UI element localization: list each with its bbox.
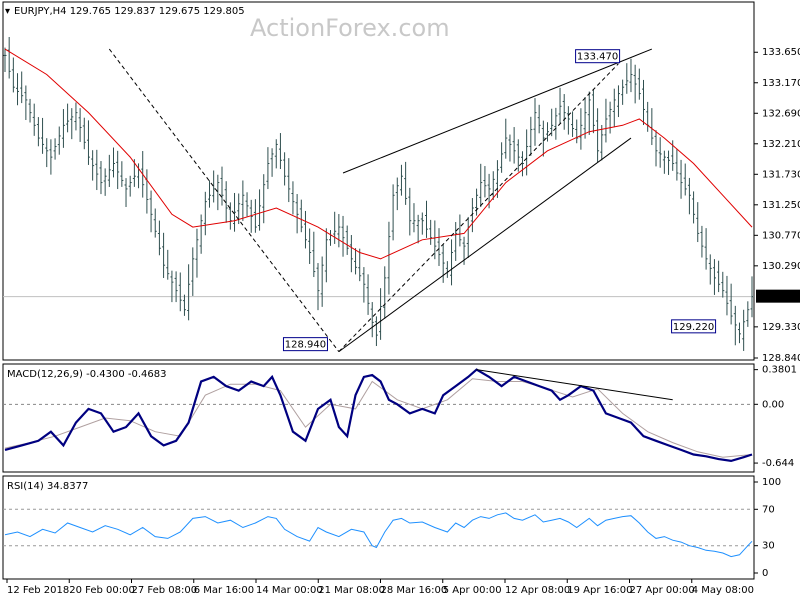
trendline	[342, 48, 653, 174]
x-tick-label: 5 Apr 00:00	[443, 585, 502, 596]
watermark: ActionForex.com	[250, 14, 450, 42]
trendline	[338, 137, 632, 353]
y-tick-label: 130.770	[762, 230, 800, 241]
y-tick-label: 133.650	[762, 47, 800, 58]
price-annotation-box	[575, 49, 621, 64]
macd-title: MACD(12,26,9) -0.4300 -0.4683	[7, 369, 167, 380]
x-tick-label: 20 Feb 00:00	[69, 585, 135, 596]
y-tick-label: 129.330	[762, 322, 800, 333]
y-tick-label: 130.290	[762, 261, 800, 272]
chart-header: EURJPY,H4 129.765 129.837 129.675 129.80…	[14, 6, 245, 17]
x-tick-label: 28 Mar 16:00	[381, 585, 448, 596]
dashed-trendline	[338, 63, 619, 352]
macd-trendline	[476, 369, 673, 401]
dashed-trendline	[108, 48, 340, 352]
y-tick-label: 133.170	[762, 78, 800, 89]
rsi-y-tick-label: 0	[762, 568, 768, 579]
price-annotation-box	[671, 319, 717, 334]
x-tick-label: 12 Feb 2018	[7, 585, 69, 596]
macd-panel-frame	[2, 363, 755, 473]
rsi-y-tick-label: 100	[762, 477, 781, 488]
rsi-title: RSI(14) 34.8377	[7, 481, 88, 492]
y-tick-label: 132.690	[762, 108, 800, 119]
main-panel-frame	[2, 1, 755, 361]
x-tick-label: 27 Feb 08:00	[132, 585, 198, 596]
price-annotation-label: 129.220	[673, 322, 714, 333]
current-price-label: 129.805	[760, 292, 800, 303]
macd-y-tick-label: -0.644	[762, 458, 794, 469]
y-tick-label: 131.730	[762, 169, 800, 180]
rsi-panel-frame	[2, 475, 755, 580]
y-tick-label: 132.210	[762, 139, 800, 150]
price-annotation-label: 133.470	[577, 52, 618, 63]
price-annotation-label: 128.940	[285, 340, 326, 351]
macd-line	[4, 368, 753, 463]
y-tick-label: 131.250	[762, 200, 800, 211]
y-tick-label: 128.840	[762, 353, 800, 364]
rsi-line	[4, 512, 753, 558]
x-tick-label: 6 Mar 16:00	[194, 585, 254, 596]
x-tick-label: 21 Mar 08:00	[318, 585, 385, 596]
macd-y-tick-label: 0.00	[762, 399, 784, 410]
current-price-badge	[756, 289, 800, 303]
macd-signal-line	[4, 378, 753, 458]
x-tick-label: 14 Mar 00:00	[256, 585, 323, 596]
symbol-down-arrow-icon: ▾	[5, 6, 10, 17]
macd-y-tick-label: 0.3801	[762, 365, 797, 376]
x-tick-label: 27 Apr 00:00	[630, 585, 695, 596]
rsi-y-tick-label: 30	[762, 541, 775, 552]
x-tick-label: 4 May 08:00	[692, 585, 754, 596]
price-annotation-box	[282, 337, 328, 352]
rsi-y-tick-label: 70	[762, 504, 775, 515]
moving-average-line	[4, 48, 753, 260]
x-tick-label: 19 Apr 16:00	[567, 585, 632, 596]
x-tick-label: 12 Apr 08:00	[505, 585, 570, 596]
